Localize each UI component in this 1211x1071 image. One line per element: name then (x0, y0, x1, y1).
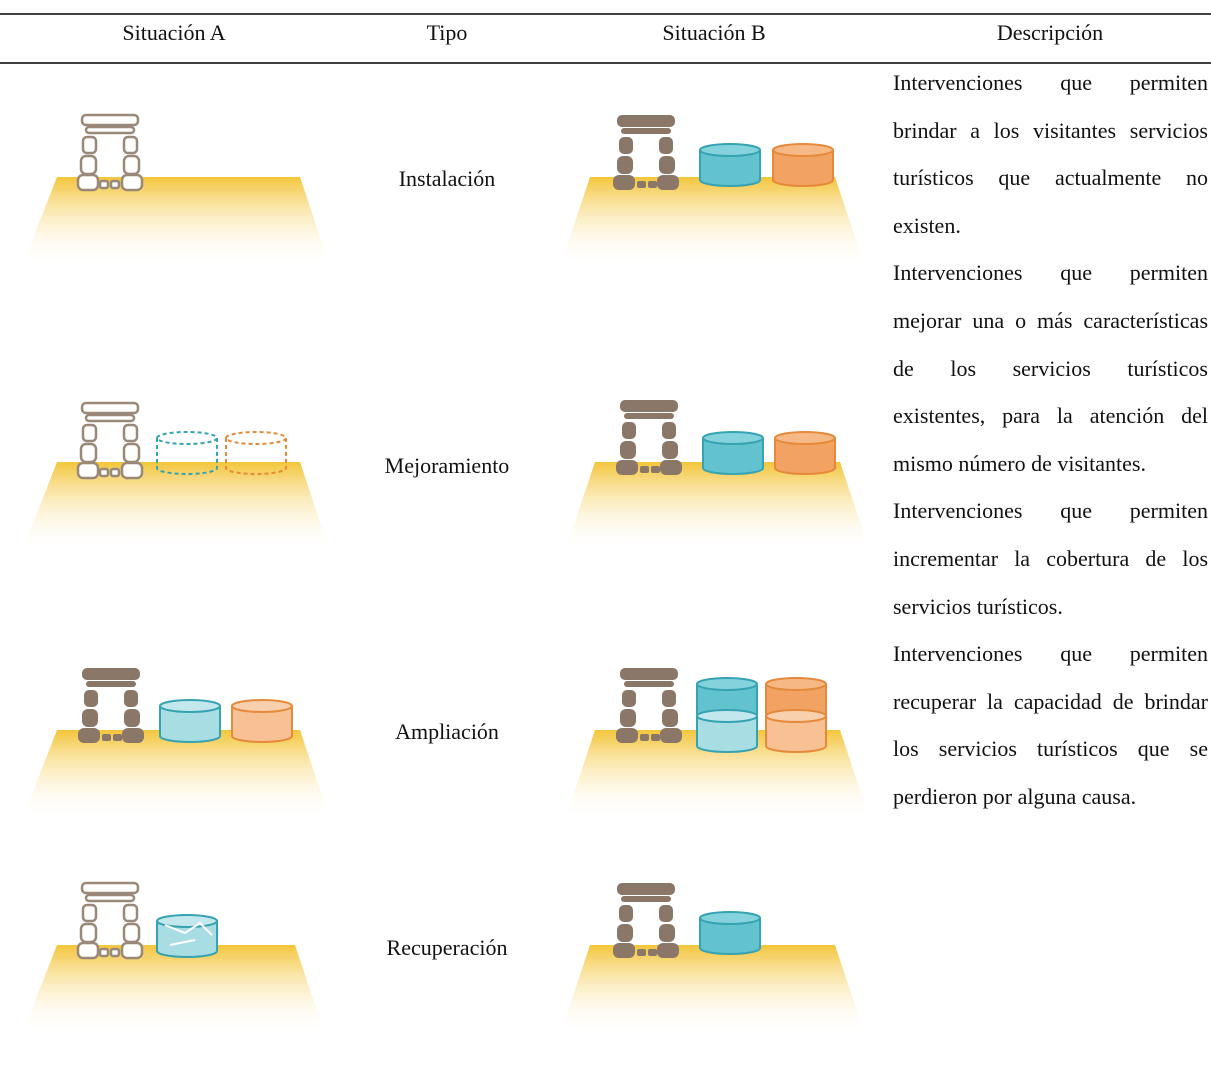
type-cell: Recuperación (386, 935, 508, 960)
column-header: Situación B (662, 20, 766, 45)
description-column: Intervenciones que permiten brindar a lo… (893, 59, 1208, 821)
description-cell: Intervenciones que permiten brindar a lo… (893, 70, 1208, 238)
type-cell: Ampliación (395, 719, 499, 744)
column-header: Tipo (426, 20, 468, 45)
description-cell: Intervenciones que permiten mejorar una … (893, 260, 1208, 476)
type-cell: Instalación (398, 166, 496, 191)
column-header: Situación A (122, 20, 226, 45)
description-cell: Intervenciones que permiten incrementar … (893, 498, 1208, 619)
description-cell: Intervenciones que permiten recuperar la… (893, 641, 1208, 809)
type-cell: Mejoramiento (384, 453, 510, 478)
column-header: Descripción (996, 20, 1104, 45)
